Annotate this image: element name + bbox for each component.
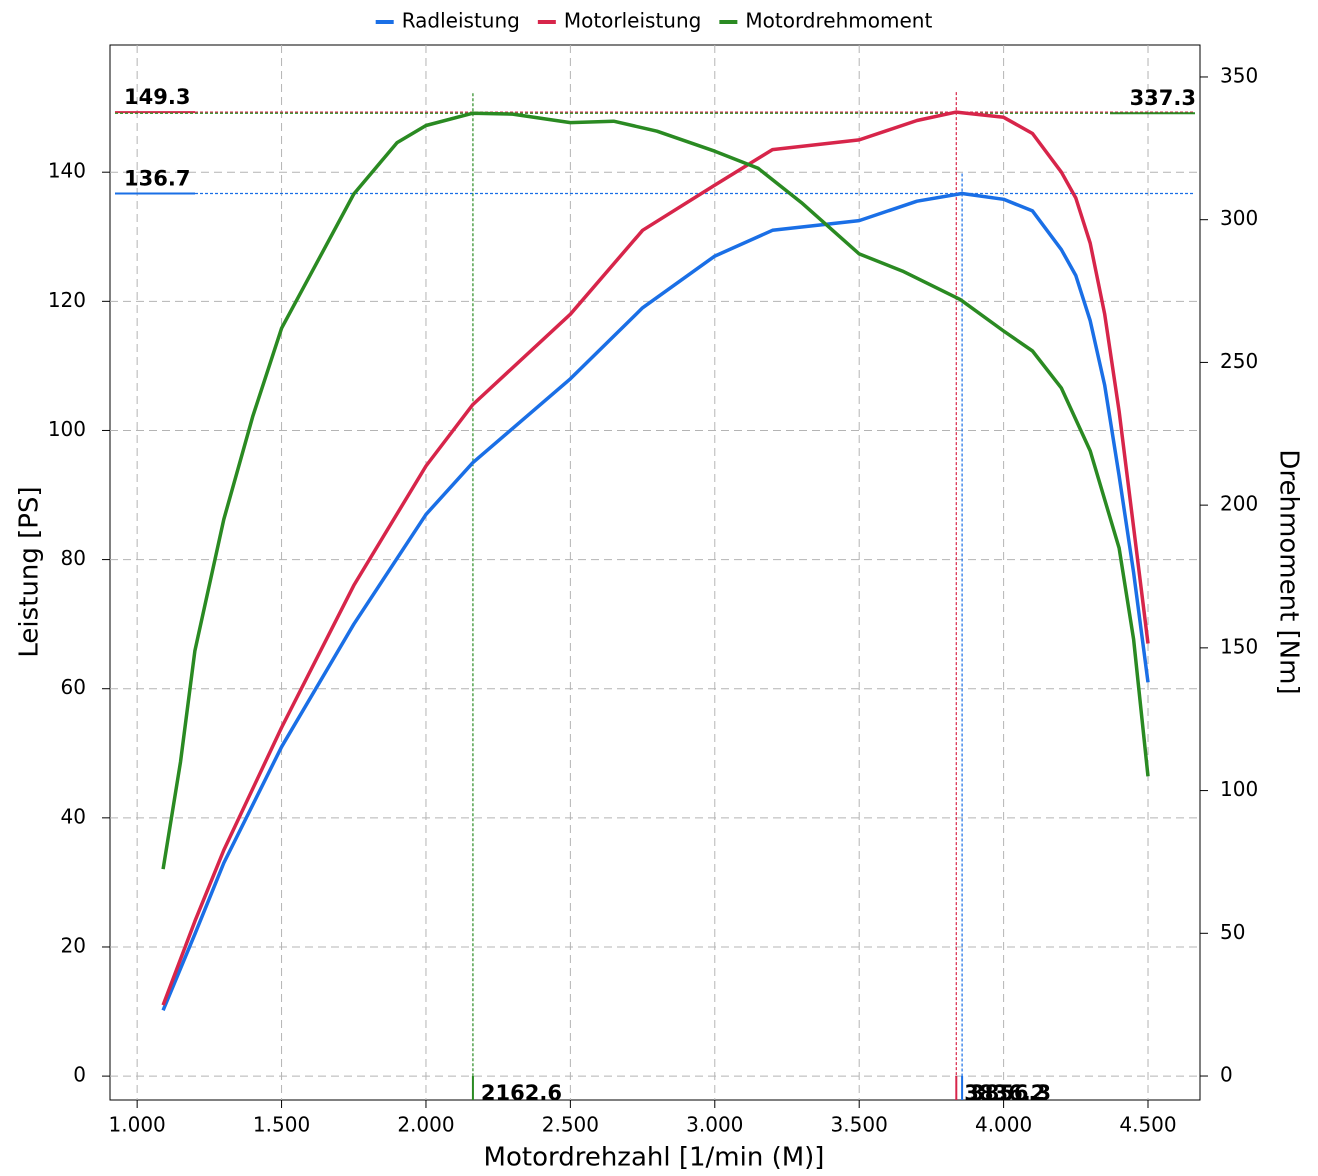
legend: Radleistung Motorleistung Motordrehmoment — [375, 9, 932, 33]
marker-x-label: 3836.2 — [964, 1081, 1045, 1105]
legend-swatch — [537, 20, 556, 24]
y2-tick-label: 0 — [1220, 1063, 1233, 1087]
y-tick-label: 20 — [61, 933, 86, 957]
y2-tick-label: 200 — [1220, 492, 1258, 516]
y2-tick-label: 150 — [1220, 634, 1258, 658]
marker-y-label: 149.3 — [124, 85, 190, 109]
legend-label: Motordrehmoment — [745, 9, 932, 33]
y-tick-label: 120 — [48, 288, 86, 312]
x-tick-label: 3.000 — [686, 1113, 743, 1137]
x-tick-label: 1.000 — [109, 1113, 166, 1137]
y2-tick-label: 350 — [1220, 63, 1258, 87]
y-tick-label: 100 — [48, 417, 86, 441]
legend-swatch — [375, 20, 394, 24]
y2-tick-label: 250 — [1220, 349, 1258, 373]
y-tick-label: 140 — [48, 159, 86, 183]
marker-y-label: 337.3 — [1130, 86, 1196, 110]
y-tick-label: 40 — [61, 804, 86, 828]
y-tick-label: 80 — [61, 546, 86, 570]
y-axis-title: Leistung [PS] — [15, 486, 45, 657]
x-tick-label: 2.000 — [397, 1113, 454, 1137]
marker-y-label: 136.7 — [124, 167, 190, 191]
legend-label: Radleistung — [402, 9, 520, 33]
legend-label: Motorleistung — [564, 9, 702, 33]
x-axis-title: Motordrehzahl [1/min (M)] — [484, 1143, 825, 1173]
series-line — [161, 111, 1150, 870]
y-tick-label: 0 — [73, 1063, 86, 1087]
x-tick-label: 4.500 — [1119, 1113, 1176, 1137]
series-line — [161, 110, 1150, 1006]
x-tick-label: 1.500 — [253, 1113, 310, 1137]
y2-axis-title: Drehmoment [Nm] — [1274, 449, 1304, 694]
legend-swatch — [719, 20, 738, 24]
x-tick-label: 4.000 — [975, 1113, 1032, 1137]
y2-tick-label: 50 — [1220, 920, 1245, 944]
plot-frame — [109, 44, 1201, 1101]
y-tick-label: 60 — [61, 675, 86, 699]
y2-tick-label: 100 — [1220, 777, 1258, 801]
y2-tick-label: 300 — [1220, 206, 1258, 230]
x-tick-label: 2.500 — [542, 1113, 599, 1137]
series-line — [161, 191, 1150, 1011]
x-tick-label: 3.500 — [831, 1113, 888, 1137]
marker-x-label: 2162.6 — [481, 1081, 562, 1105]
marker-x-label: 3856.3 — [970, 1081, 1051, 1105]
